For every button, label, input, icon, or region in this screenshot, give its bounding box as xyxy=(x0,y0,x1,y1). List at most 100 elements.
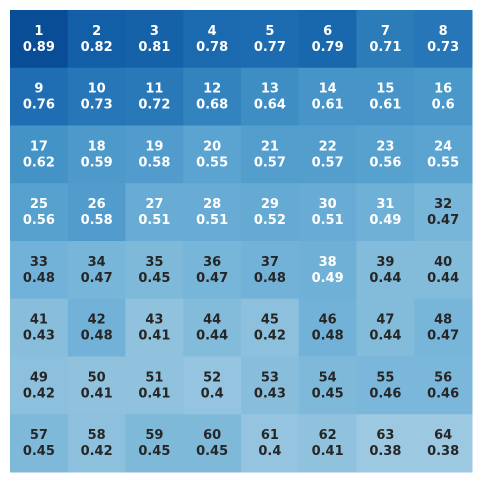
heatmap-cell xyxy=(241,67,300,126)
heatmap-cell xyxy=(10,298,69,357)
cell-value-label: 0.42 xyxy=(254,329,286,344)
cell-index-label: 20 xyxy=(203,139,221,154)
cell-value-label: 0.45 xyxy=(312,386,344,401)
cell-value-label: 0.64 xyxy=(254,98,286,113)
cell-value-label: 0.45 xyxy=(23,444,55,459)
heatmap-cells xyxy=(10,10,473,473)
heatmap-cell xyxy=(67,67,126,126)
cell-value-label: 0.58 xyxy=(81,213,113,228)
cell-index-label: 34 xyxy=(88,255,106,270)
cell-index-label: 54 xyxy=(319,370,337,385)
cell-value-label: 0.61 xyxy=(369,98,401,113)
cell-index-label: 23 xyxy=(376,139,394,154)
heatmap-cell xyxy=(183,183,242,242)
cell-index-label: 3 xyxy=(150,24,159,39)
cell-index-label: 41 xyxy=(30,313,48,328)
cell-index-label: 30 xyxy=(319,197,337,212)
heatmap-cell xyxy=(356,298,415,357)
heatmap-cell xyxy=(241,356,300,415)
cell-value-label: 0.71 xyxy=(369,40,401,55)
heatmap-cell xyxy=(298,241,357,300)
cell-value-label: 0.47 xyxy=(427,213,459,228)
cell-value-label: 0.48 xyxy=(81,329,113,344)
heatmap-cell xyxy=(356,241,415,300)
heatmap-cell xyxy=(298,67,357,126)
cell-index-label: 52 xyxy=(203,370,221,385)
heatmap-cell xyxy=(414,125,473,184)
cell-value-label: 0.55 xyxy=(427,155,459,170)
heatmap-cell xyxy=(10,67,69,126)
cell-value-label: 0.78 xyxy=(196,40,228,55)
cell-value-label: 0.89 xyxy=(23,40,55,55)
cell-index-label: 32 xyxy=(434,197,452,212)
cell-value-label: 0.45 xyxy=(138,444,170,459)
heatmap-cell xyxy=(414,356,473,415)
cell-value-label: 0.77 xyxy=(254,40,286,55)
cell-index-label: 29 xyxy=(261,197,279,212)
heatmap-cell xyxy=(125,183,184,242)
heatmap-cell xyxy=(414,298,473,357)
cell-index-label: 59 xyxy=(145,428,163,443)
cell-index-label: 35 xyxy=(145,255,163,270)
cell-index-label: 7 xyxy=(381,24,390,39)
cell-index-label: 1 xyxy=(34,24,43,39)
heatmap-cell xyxy=(183,298,242,357)
heatmap-cell xyxy=(67,125,126,184)
cell-index-label: 55 xyxy=(376,370,394,385)
heatmap-cell xyxy=(414,414,473,473)
cell-index-label: 38 xyxy=(319,255,337,270)
heatmap-cell xyxy=(125,10,184,69)
cell-index-label: 16 xyxy=(434,82,452,97)
cell-value-label: 0.48 xyxy=(254,271,286,286)
cell-index-label: 25 xyxy=(30,197,48,212)
heatmap-cell xyxy=(414,183,473,242)
cell-value-label: 0.51 xyxy=(196,213,228,228)
heatmap-cell xyxy=(183,67,242,126)
cell-index-label: 51 xyxy=(145,370,163,385)
cell-index-label: 37 xyxy=(261,255,279,270)
cell-value-label: 0.49 xyxy=(312,271,344,286)
heatmap-cell xyxy=(356,10,415,69)
heatmap-cell xyxy=(10,356,69,415)
heatmap-cell xyxy=(241,298,300,357)
heatmap-cell xyxy=(67,241,126,300)
cell-value-label: 0.48 xyxy=(312,329,344,344)
heatmap-cell xyxy=(67,298,126,357)
cell-index-label: 48 xyxy=(434,313,452,328)
cell-value-label: 0.45 xyxy=(196,444,228,459)
cell-value-label: 0.44 xyxy=(427,271,459,286)
cell-value-label: 0.47 xyxy=(81,271,113,286)
cell-value-label: 0.43 xyxy=(254,386,286,401)
heatmap-cell xyxy=(356,183,415,242)
cell-index-label: 26 xyxy=(88,197,106,212)
cell-value-label: 0.48 xyxy=(23,271,55,286)
cell-index-label: 47 xyxy=(376,313,394,328)
heatmap-cell xyxy=(241,414,300,473)
cell-value-label: 0.4 xyxy=(201,386,224,401)
heatmap-cell xyxy=(356,125,415,184)
heatmap-cell xyxy=(356,67,415,126)
heatmap-cell xyxy=(298,356,357,415)
cell-index-label: 57 xyxy=(30,428,48,443)
cell-index-label: 61 xyxy=(261,428,279,443)
cell-value-label: 0.44 xyxy=(369,271,401,286)
cell-value-label: 0.41 xyxy=(138,329,170,344)
cell-index-label: 5 xyxy=(265,24,274,39)
cell-index-label: 10 xyxy=(88,82,106,97)
cell-value-label: 0.61 xyxy=(312,98,344,113)
heatmap-cell xyxy=(67,356,126,415)
cell-index-label: 19 xyxy=(145,139,163,154)
heatmap-cell xyxy=(125,298,184,357)
cell-index-label: 15 xyxy=(376,82,394,97)
cell-index-label: 11 xyxy=(145,82,163,97)
heatmap-cell xyxy=(298,183,357,242)
cell-index-label: 45 xyxy=(261,313,279,328)
heatmap-cell xyxy=(298,125,357,184)
heatmap-cell xyxy=(125,125,184,184)
cell-value-label: 0.73 xyxy=(427,40,459,55)
cell-value-label: 0.62 xyxy=(23,155,55,170)
cell-index-label: 53 xyxy=(261,370,279,385)
cell-index-label: 39 xyxy=(376,255,394,270)
heatmap-cell xyxy=(183,356,242,415)
